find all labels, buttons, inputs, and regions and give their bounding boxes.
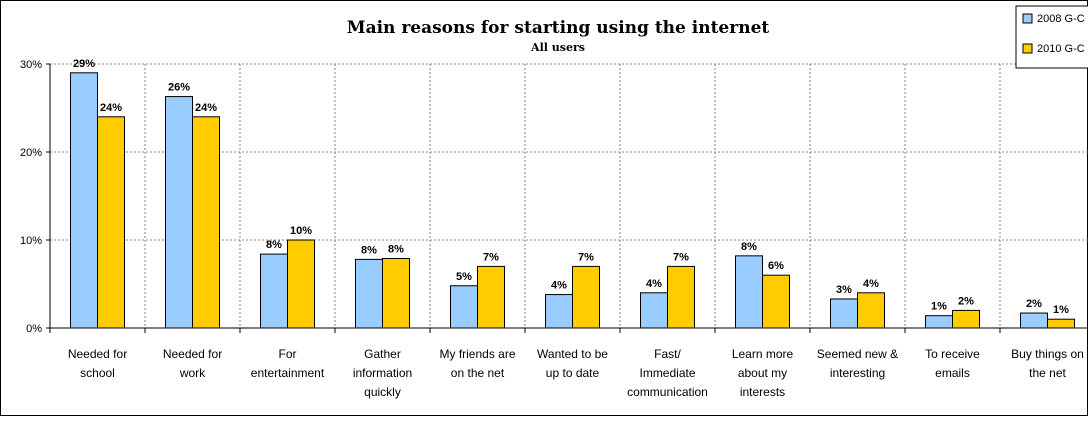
category-label: school bbox=[80, 366, 115, 380]
data-label: 1% bbox=[931, 301, 947, 313]
data-label: 29% bbox=[73, 58, 95, 70]
bar-2008-8 bbox=[830, 298, 858, 329]
data-label: 26% bbox=[168, 82, 190, 94]
bar-2008-7 bbox=[735, 255, 763, 329]
chart-title: Main reasons for starting using the inte… bbox=[347, 18, 770, 38]
category-label: Seemed new & bbox=[817, 347, 898, 361]
data-label: 8% bbox=[266, 239, 282, 251]
category-label: Learn more bbox=[732, 347, 794, 361]
data-label: 8% bbox=[388, 243, 404, 255]
data-label: 24% bbox=[195, 102, 217, 114]
y-tick-label: 20% bbox=[20, 147, 42, 159]
data-label: 3% bbox=[836, 284, 852, 296]
category-label: information bbox=[353, 366, 412, 380]
data-label: 7% bbox=[673, 251, 689, 263]
bar-2008-2 bbox=[260, 253, 288, 329]
legend-swatch-2010 bbox=[1022, 43, 1033, 54]
bars: 29% 26% 8% 8% 5% 4% 4% 8% 3% 1% 2% 24% 24% 10% 8% 7% 7% 7… bbox=[70, 58, 1075, 329]
category-label: quickly bbox=[364, 385, 401, 399]
category-label: interesting bbox=[830, 366, 885, 380]
category-label: For bbox=[279, 347, 297, 361]
data-label: 4% bbox=[551, 280, 567, 292]
data-label: 1% bbox=[1053, 304, 1069, 316]
category-label: on the net bbox=[451, 366, 505, 380]
category-label: Immediate bbox=[639, 366, 695, 380]
category-label: about my bbox=[738, 366, 787, 380]
bar-2008-6 bbox=[640, 292, 668, 329]
category-label: Wanted to be bbox=[537, 347, 608, 361]
data-label: 7% bbox=[483, 251, 499, 263]
bar-2008-5 bbox=[545, 294, 573, 329]
category-label: interests bbox=[740, 385, 785, 399]
grid-lines bbox=[50, 63, 1088, 328]
data-label: 10% bbox=[290, 225, 312, 237]
bar-2010-6 bbox=[667, 265, 695, 329]
category-label: My friends are bbox=[439, 347, 515, 361]
bar-2010-1 bbox=[192, 116, 220, 329]
data-label: 8% bbox=[741, 241, 757, 253]
data-label: 8% bbox=[361, 244, 377, 256]
y-tick-label: 0% bbox=[26, 323, 42, 335]
category-label: communication bbox=[627, 385, 708, 399]
legend-label: 2008 G-C bbox=[1037, 13, 1085, 25]
category-label: work bbox=[179, 366, 206, 380]
bar-2008-4 bbox=[450, 285, 478, 329]
category-label: To receive bbox=[925, 347, 980, 361]
bar-2008-1 bbox=[165, 96, 193, 329]
category-label: entertainment bbox=[251, 366, 325, 380]
category-label: up to date bbox=[546, 366, 600, 380]
y-tick-label: 30% bbox=[20, 59, 42, 71]
y-tick-label: 10% bbox=[20, 235, 42, 247]
data-label: 2% bbox=[1026, 298, 1042, 310]
bar-2010-7 bbox=[762, 274, 790, 329]
bar-2010-5 bbox=[572, 265, 600, 329]
bar-2010-4 bbox=[477, 265, 505, 329]
category-label: Buy things on bbox=[1011, 347, 1084, 361]
axes: 0% 10% 20% 30% Needed for school Needed for wor… bbox=[20, 59, 1088, 399]
chart-subtitle: All users bbox=[530, 41, 585, 54]
legend-label: 2010 G-C bbox=[1037, 43, 1085, 55]
bar-2010-3 bbox=[382, 257, 410, 329]
data-label: 6% bbox=[768, 260, 784, 272]
bar-2008-9 bbox=[925, 315, 953, 329]
bar-2010-8 bbox=[857, 292, 885, 329]
bar-2008-10 bbox=[1020, 312, 1048, 329]
bar-2010-9 bbox=[952, 309, 980, 329]
bar-2010-10 bbox=[1047, 318, 1075, 329]
category-label: Needed for bbox=[68, 347, 127, 361]
bar-2010-0 bbox=[97, 116, 125, 329]
bar-2010-2 bbox=[287, 239, 315, 329]
data-label: 7% bbox=[578, 251, 594, 263]
category-label: Gather bbox=[364, 347, 401, 361]
data-label: 5% bbox=[456, 271, 472, 283]
bar-2008-0 bbox=[70, 72, 98, 329]
data-label: 24% bbox=[100, 102, 122, 114]
legend: 2008 G-C 2010 G-C bbox=[1015, 5, 1088, 69]
data-label: 4% bbox=[863, 278, 879, 290]
legend-swatch-2008 bbox=[1022, 13, 1033, 24]
bar-2008-3 bbox=[355, 258, 383, 329]
data-label: 2% bbox=[958, 295, 974, 307]
category-label: Needed for bbox=[163, 347, 222, 361]
category-label: Fast/ bbox=[654, 347, 681, 361]
category-label: emails bbox=[935, 366, 970, 380]
data-label: 4% bbox=[646, 278, 662, 290]
category-label: the net bbox=[1029, 366, 1066, 380]
